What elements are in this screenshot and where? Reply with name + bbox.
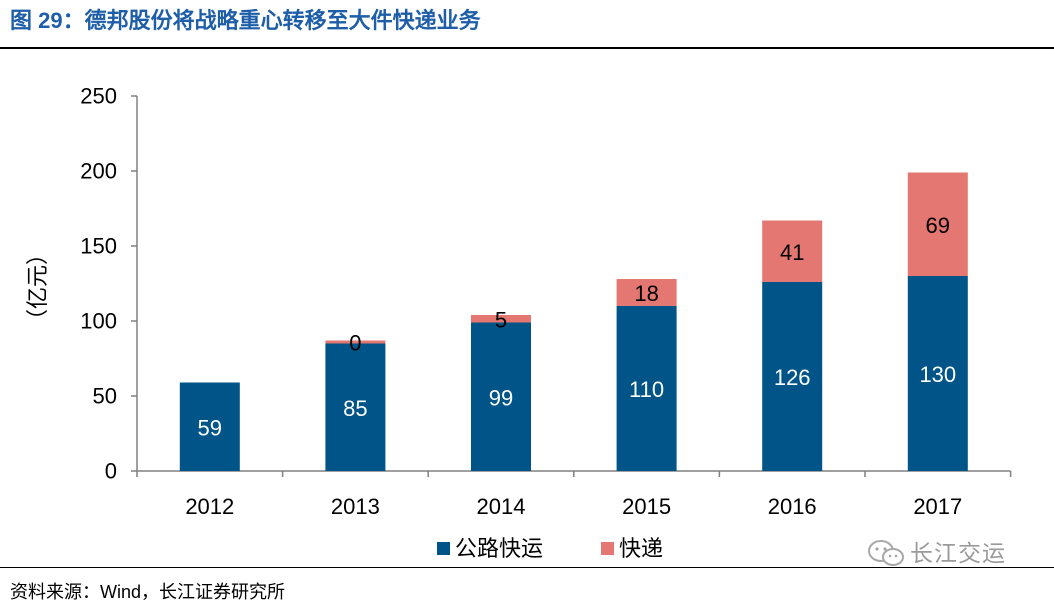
bar-segment-road-freight [179,382,240,471]
bar-segment-road-freight [325,343,386,471]
watermark-text: 长江交运 [910,540,1006,566]
y-tick-label: 0 [105,459,117,484]
bar-segment-express [762,220,823,282]
data-label-road-freight: 130 [919,362,956,387]
source-note: 资料来源：Wind，长江证券研究所 [10,582,286,602]
data-label-express: 0 [349,331,361,356]
bar-segment-express [616,279,677,306]
title-divider [0,47,1054,49]
data-label-express: 5 [495,307,507,332]
y-tick-label: 150 [80,234,117,259]
watermark: 长江交运 [866,536,1036,570]
wechat-icon [868,540,904,566]
bar-segment-road-freight [471,322,531,471]
bar-segment-road-freight [616,306,677,471]
legend-swatch-road-freight [437,542,450,555]
bar-segment-express [471,315,531,323]
x-tick-label: 2014 [477,494,526,519]
y-axis-label: （亿元） [25,243,50,332]
data-label-road-freight: 110 [629,377,664,402]
data-label-express: 69 [926,213,950,238]
legend-label-express: 快递 [619,536,664,561]
data-label-road-freight: 99 [489,385,513,410]
legend-swatch-express [601,542,614,555]
figure-title: 图 29：德邦股份将战略重心转移至大件快递业务 [10,8,481,33]
data-label-express: 41 [780,240,804,265]
x-tick-label: 2017 [913,494,962,519]
x-tick-label: 2013 [331,494,380,519]
y-tick-label: 250 [80,84,117,109]
bar-segment-road-freight [907,276,968,471]
bar-segment-road-freight [762,282,823,471]
bar-segment-express [907,172,968,276]
data-label-road-freight: 59 [198,415,222,440]
x-tick-label: 2012 [185,494,234,519]
data-label-road-freight: 126 [774,365,811,390]
data-label-road-freight: 85 [343,396,367,421]
x-tick-label: 2015 [622,494,671,519]
y-tick-label: 50 [93,384,117,409]
x-tick-label: 2016 [768,494,817,519]
y-tick-label: 100 [80,309,117,334]
legend-label-road-freight: 公路快运 [455,536,544,561]
footer-divider [0,567,1054,568]
y-tick-label: 200 [80,159,117,184]
data-label-express: 18 [634,281,658,306]
bar-segment-express [325,340,386,344]
